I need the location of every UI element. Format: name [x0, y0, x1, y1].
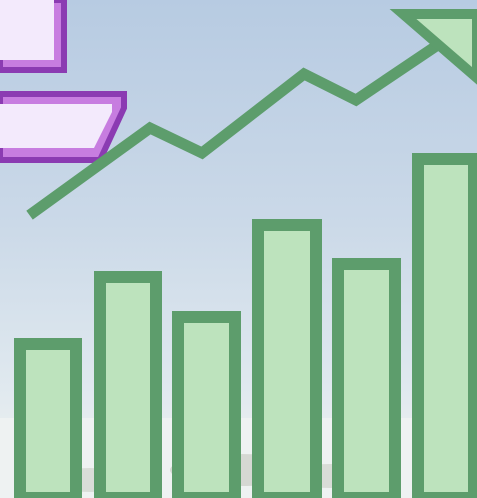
bar-3 [172, 311, 241, 498]
bar-4 [252, 219, 322, 498]
bar-1 [14, 338, 82, 498]
bar-6 [412, 153, 477, 498]
bar-2 [94, 271, 162, 498]
bar-chart-icon [14, 153, 477, 498]
trend-up-arrow-icon [26, 9, 477, 220]
bar-5 [332, 258, 401, 498]
purple-frame-icon [0, 0, 127, 163]
